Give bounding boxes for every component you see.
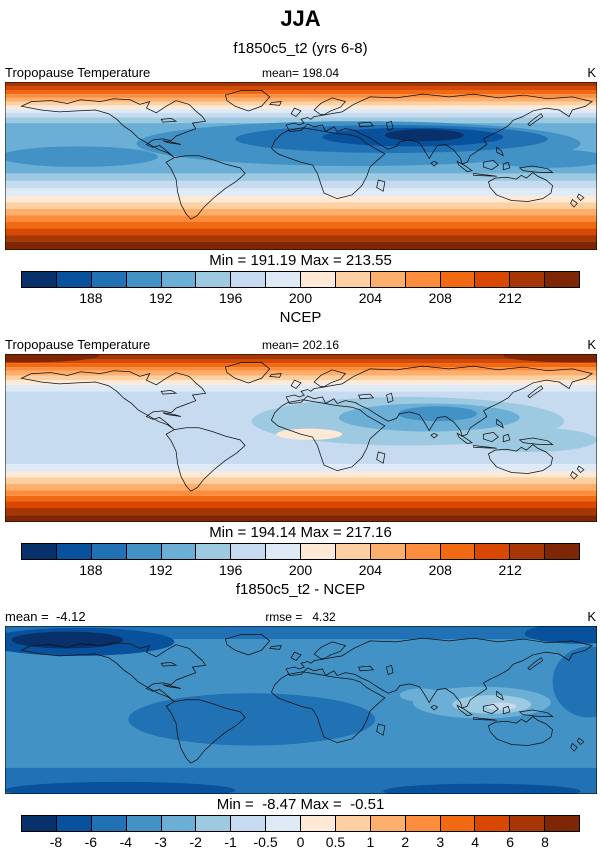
model-unit-label: K bbox=[587, 65, 596, 80]
figure-title: JJA bbox=[280, 6, 321, 31]
ncep-temperature-field bbox=[5, 354, 597, 522]
model-map bbox=[5, 82, 597, 250]
ncep-map bbox=[5, 354, 597, 522]
model-minmax: Min = 191.19 Max = 213.55 bbox=[209, 252, 392, 269]
colorbar-tick-labels: 188 192 196 200 204 208 212 bbox=[79, 562, 522, 578]
diff-section-title: f1850c5_t2 - NCEP bbox=[235, 581, 366, 598]
temperature-colorbar-ncep: 188 192 196 200 204 208 212 bbox=[21, 543, 580, 578]
difference-field bbox=[5, 626, 597, 794]
ncep-panel-header: Tropopause Temperature mean= 202.16 K bbox=[5, 336, 596, 352]
diff-minmax: Min = -8.47 Max = -0.51 bbox=[216, 796, 385, 813]
diff-mean-value: mean = -4.12 bbox=[5, 609, 86, 624]
diff-panel-header: mean = -4.12 rmse = 4.32 K bbox=[5, 608, 596, 624]
ncep-unit-label: K bbox=[587, 337, 596, 352]
model-variable-label: Tropopause Temperature bbox=[5, 65, 151, 80]
diff-rmse-value: rmse = 4.32 bbox=[265, 610, 336, 624]
model-mean-value: mean= 198.04 bbox=[261, 66, 340, 80]
temperature-colorbar-model: 188 192 196 200 204 208 212 bbox=[21, 271, 580, 306]
difference-colorbar: -8 -6 -4 -3 -2 -1 -0.5 0 0.5 1 2 3 4 6 8 bbox=[21, 815, 580, 850]
colorbar-segments bbox=[21, 815, 580, 832]
model-temperature-field bbox=[5, 82, 597, 250]
model-run-title: f1850c5_t2 (yrs 6-8) bbox=[233, 40, 368, 57]
model-panel-header: Tropopause Temperature mean= 198.04 K bbox=[5, 64, 596, 80]
colorbar-segments bbox=[21, 271, 580, 288]
diff-unit-label: K bbox=[587, 609, 596, 624]
ncep-section-title: NCEP bbox=[279, 309, 322, 326]
colorbar-tick-labels: 188 192 196 200 204 208 212 bbox=[79, 290, 522, 306]
ncep-variable-label: Tropopause Temperature bbox=[5, 337, 151, 352]
difference-map bbox=[5, 626, 597, 794]
colorbar-segments bbox=[21, 543, 580, 560]
ncep-minmax: Min = 194.14 Max = 217.16 bbox=[209, 524, 392, 541]
colorbar-tick-labels: -8 -6 -4 -3 -2 -1 -0.5 0 0.5 1 2 3 4 6 8 bbox=[49, 834, 549, 850]
ncep-mean-value: mean= 202.16 bbox=[261, 338, 340, 352]
